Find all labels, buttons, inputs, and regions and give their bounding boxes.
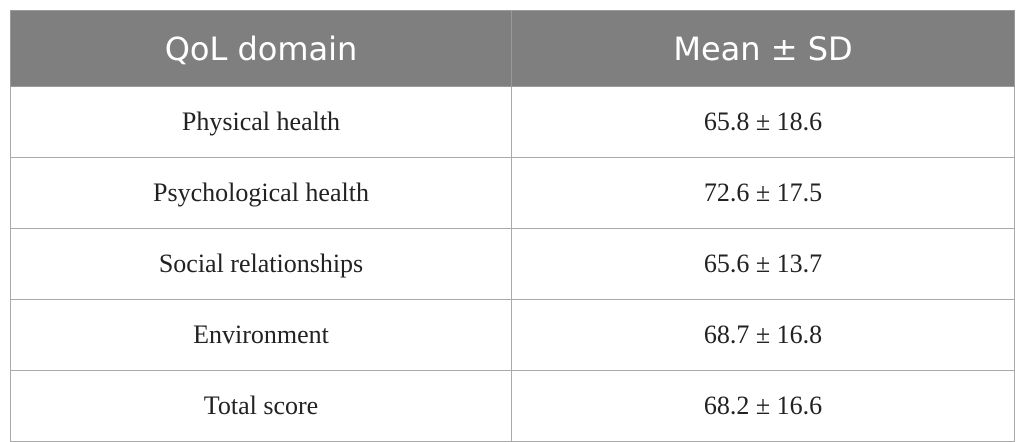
cell: 72.6 ± 17.5 <box>511 157 1015 229</box>
cell: 68.2 ± 16.6 <box>511 370 1015 442</box>
cell: Psychological health <box>10 157 512 229</box>
header-row: QoL domain Mean ± SD <box>10 10 1015 87</box>
header-cell: QoL domain <box>10 10 512 87</box>
cell: 65.8 ± 18.6 <box>511 86 1015 158</box>
row: Environment 68.7 ± 16.8 <box>10 299 1015 371</box>
cell: 65.6 ± 13.7 <box>511 228 1015 300</box>
table: QoL domain Mean ± SD Physical health 65.8 … <box>10 10 1015 442</box>
header-cell: Mean ± SD <box>511 10 1015 87</box>
cell: Environment <box>10 299 512 371</box>
cell: Total score <box>10 370 512 442</box>
cell: Physical health <box>10 86 512 158</box>
row: Total score 68.2 ± 16.6 <box>10 370 1015 442</box>
cell: Social relationships <box>10 228 512 300</box>
row: Physical health 65.8 ± 18.6 <box>10 86 1015 158</box>
table-body: Physical health 65.8 ± 18.6 Psychological … <box>10 86 1015 442</box>
cell: 68.7 ± 16.8 <box>511 299 1015 371</box>
row: Psychological health 72.6 ± 17.5 <box>10 157 1015 229</box>
row: Social relationships 65.6 ± 13.7 <box>10 228 1015 300</box>
